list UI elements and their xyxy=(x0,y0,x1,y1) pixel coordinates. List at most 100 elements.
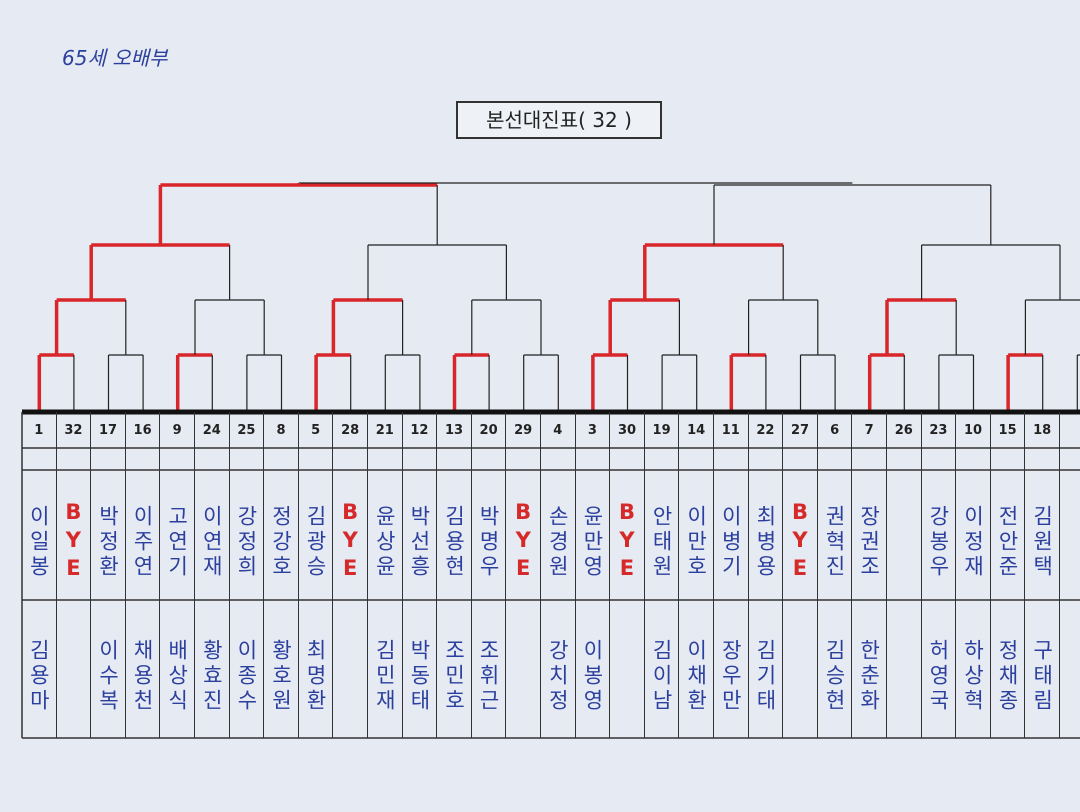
seed: 21 xyxy=(368,412,403,448)
blank-cell xyxy=(333,448,368,470)
player-1: 박정환 xyxy=(91,470,126,600)
player-2: 배상식 xyxy=(160,600,195,738)
seed: 14 xyxy=(679,412,714,448)
player-1: 권혁진 xyxy=(818,470,853,600)
blank-cell xyxy=(91,448,126,470)
player-1: 윤만영 xyxy=(576,470,611,600)
blank-cell xyxy=(1025,448,1060,470)
player-2: 정채종 xyxy=(991,600,1026,738)
player-1: 정강호 xyxy=(264,470,299,600)
player-1: BYE xyxy=(610,470,645,600)
blank-cell xyxy=(437,448,472,470)
player-2: 황호원 xyxy=(264,600,299,738)
player-2: 김기태 xyxy=(749,600,784,738)
player-2: 박동태 xyxy=(403,600,438,738)
player-2: 이수복 xyxy=(91,600,126,738)
seed: 19 xyxy=(645,412,680,448)
seed: 1 xyxy=(22,412,57,448)
player-2: 김민재 xyxy=(368,600,403,738)
player-1: 강봉우 xyxy=(922,470,957,600)
seed: 3 xyxy=(576,412,611,448)
player-1: 김용현 xyxy=(437,470,472,600)
player-2: 한춘화 xyxy=(852,600,887,738)
seed: 17 xyxy=(91,412,126,448)
blank-cell xyxy=(887,448,922,470)
blank-cell xyxy=(610,448,645,470)
blank-cell xyxy=(126,448,161,470)
seed: 29 xyxy=(506,412,541,448)
note: 65세 오배부 xyxy=(62,46,168,70)
player-1: 최병용 xyxy=(749,470,784,600)
player-1 xyxy=(887,470,922,600)
seed: 28 xyxy=(333,412,368,448)
player-1: 손경원 xyxy=(541,470,576,600)
player-2 xyxy=(610,600,645,738)
blank-cell xyxy=(852,448,887,470)
player-2 xyxy=(333,600,368,738)
player-1: 박선흥 xyxy=(403,470,438,600)
seed: 22 xyxy=(749,412,784,448)
player-1: BYE xyxy=(333,470,368,600)
blank-cell xyxy=(368,448,403,470)
blank-cell xyxy=(57,448,92,470)
seed: 27 xyxy=(783,412,818,448)
player-1: 이정재 xyxy=(956,470,991,600)
blank-cell xyxy=(160,448,195,470)
blank-cell xyxy=(195,448,230,470)
blank-cell xyxy=(749,448,784,470)
blank-cell xyxy=(991,448,1026,470)
seed: 13 xyxy=(437,412,472,448)
player-1: BYE xyxy=(57,470,92,600)
seed: 5 xyxy=(299,412,334,448)
seed: 7 xyxy=(852,412,887,448)
blank-cell xyxy=(818,448,853,470)
player-2 xyxy=(887,600,922,738)
player-2: 조휘근 xyxy=(472,600,507,738)
player-2 xyxy=(57,600,92,738)
player-1: 전안준 xyxy=(991,470,1026,600)
seed: 11 xyxy=(714,412,749,448)
player-1: 박명우 xyxy=(472,470,507,600)
blank-cell xyxy=(472,448,507,470)
player-2: 구태림 xyxy=(1025,600,1060,738)
player-1: 윤상윤 xyxy=(368,470,403,600)
blank-cell xyxy=(299,448,334,470)
blank-cell xyxy=(506,448,541,470)
seed: 32 xyxy=(57,412,92,448)
seed: 8 xyxy=(264,412,299,448)
player-2: 이채환 xyxy=(679,600,714,738)
seed: 30 xyxy=(610,412,645,448)
seed: 15 xyxy=(991,412,1026,448)
player-1: 이연재 xyxy=(195,470,230,600)
player-1: 안태원 xyxy=(645,470,680,600)
player-2 xyxy=(506,600,541,738)
player-1: BYE xyxy=(506,470,541,600)
blank-cell xyxy=(264,448,299,470)
blank-cell xyxy=(541,448,576,470)
seed: 20 xyxy=(472,412,507,448)
seed: 25 xyxy=(230,412,265,448)
seed: 18 xyxy=(1025,412,1060,448)
seed: 24 xyxy=(195,412,230,448)
blank-cell xyxy=(783,448,818,470)
blank-cell xyxy=(714,448,749,470)
blank-cell xyxy=(230,448,265,470)
player-2: 하상혁 xyxy=(956,600,991,738)
seed: 9 xyxy=(160,412,195,448)
blank-cell xyxy=(403,448,438,470)
player-1: 장권조 xyxy=(852,470,887,600)
player-2: 채용천 xyxy=(126,600,161,738)
seed: 26 xyxy=(887,412,922,448)
player-1: 이병기 xyxy=(714,470,749,600)
player-1: 고연기 xyxy=(160,470,195,600)
player-2: 김용마 xyxy=(22,600,57,738)
seed: 16 xyxy=(126,412,161,448)
player-2: 김승현 xyxy=(818,600,853,738)
player-1: 김원택 xyxy=(1025,470,1060,600)
blank-cell xyxy=(679,448,714,470)
player-2: 허영국 xyxy=(922,600,957,738)
seed: 12 xyxy=(403,412,438,448)
player-2: 이봉영 xyxy=(576,600,611,738)
